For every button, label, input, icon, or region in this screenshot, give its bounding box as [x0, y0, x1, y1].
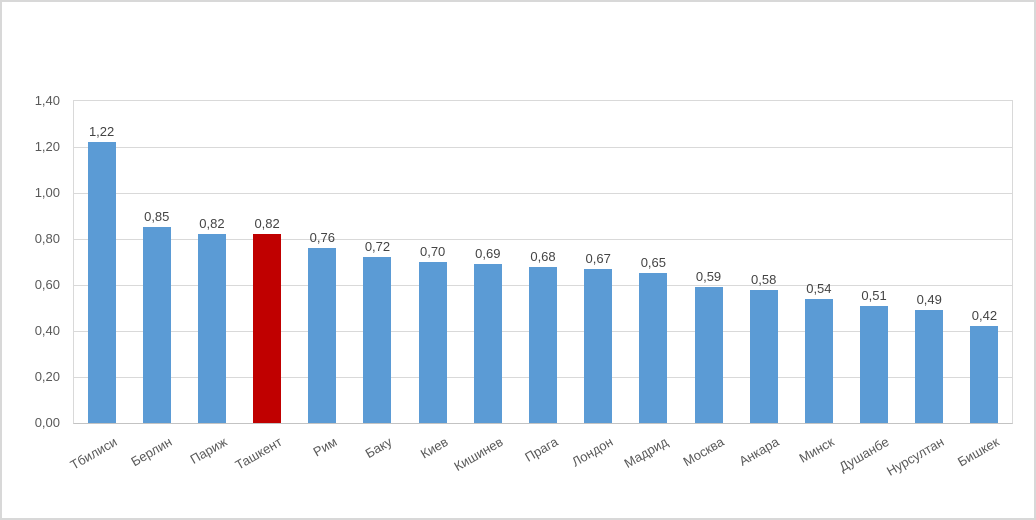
y-tick-label: 1,40 — [34, 93, 60, 108]
y-tick-label: 0,20 — [34, 369, 60, 384]
bar-value-label: 0,82 — [199, 216, 225, 231]
y-tick-label: 1,20 — [34, 139, 60, 154]
bar — [308, 248, 337, 423]
bar-value-label: 0,68 — [530, 249, 556, 264]
y-tick-label: 0,00 — [34, 415, 60, 430]
bar — [860, 306, 889, 423]
bar — [694, 287, 723, 423]
bar-value-label: 0,82 — [254, 216, 280, 231]
bar-value-label: 0,69 — [475, 246, 501, 261]
bar-value-label: 0,59 — [695, 269, 722, 284]
bar-value-label: 0,72 — [364, 239, 391, 254]
bars-layer: 1,22 0,85 0,82 0,82 0,76 0,72 0,70 0,69 0,68 0,67… — [74, 101, 1012, 423]
bar-value-label: 1,22 — [88, 124, 115, 139]
y-tick-label: 0,60 — [34, 277, 60, 292]
bar-value-label: 0,65 — [640, 255, 666, 270]
bar — [142, 227, 171, 423]
gridline — [74, 146, 1012, 148]
bar — [197, 234, 226, 423]
bar — [87, 142, 116, 423]
bar — [363, 257, 392, 423]
bar — [804, 299, 833, 423]
bar-value-label: 0,85 — [144, 209, 170, 224]
bar — [473, 264, 502, 423]
bar-value-label: 0,58 — [751, 272, 777, 287]
bar-value-label: 0,70 — [419, 244, 446, 259]
bar — [529, 267, 557, 423]
y-tick-label: 0,80 — [34, 231, 60, 246]
y-tick-label: 1,00 — [34, 185, 60, 200]
bar — [639, 273, 668, 423]
bar-value-label: 0,49 — [916, 292, 942, 307]
bar-value-label: 0,42 — [971, 308, 998, 323]
bar-value-label: 0,76 — [309, 230, 335, 245]
gridline — [74, 238, 1012, 240]
bar-highlighted — [253, 234, 282, 423]
bar — [418, 262, 447, 423]
bar-value-label: 0,67 — [585, 251, 611, 266]
bar — [970, 326, 999, 423]
gridline — [74, 192, 1012, 194]
bar — [584, 269, 613, 423]
bar-value-label: 0,51 — [861, 288, 887, 303]
bar — [915, 310, 944, 423]
bar — [749, 290, 778, 423]
y-tick-label: 0,40 — [34, 323, 60, 338]
plot-area: 1,22 0,85 0,82 0,82 0,76 0,72 0,70 0,69 0,68 0,67… — [73, 100, 1013, 424]
bar-value-label: 0,54 — [806, 281, 832, 296]
